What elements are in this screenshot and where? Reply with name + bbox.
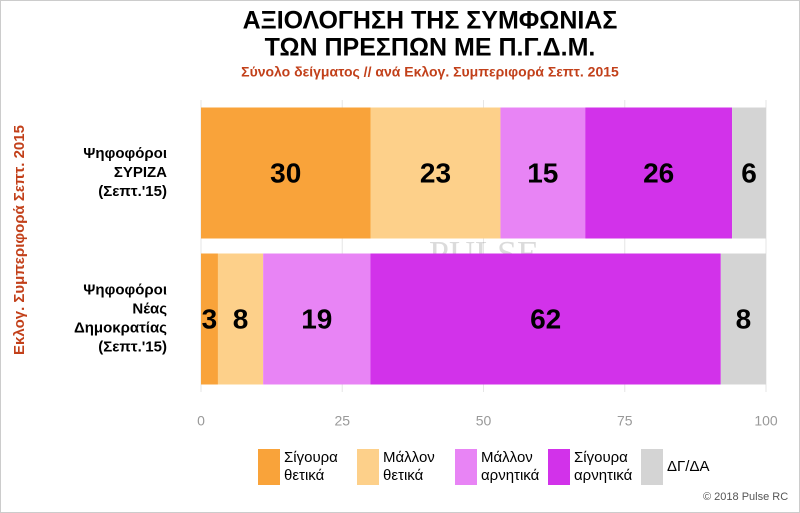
legend-swatch [357, 449, 379, 485]
data-label: 19 [301, 303, 332, 334]
y-tick-label: Ψηφοφόροι [83, 145, 167, 162]
chart-title: ΑΞΙΟΛΟΓΗΣΗ ΤΗΣ ΣΥΜΦΩΝΙΑΣ [243, 7, 618, 35]
data-label: 8 [736, 303, 752, 334]
x-tick-label: 75 [617, 413, 633, 429]
credit: © 2018 Pulse RC [703, 491, 788, 503]
legend-label: Σίγουρα [284, 449, 338, 466]
data-label: 62 [530, 303, 561, 334]
legend-swatch [641, 449, 663, 485]
legend-swatch [455, 449, 477, 485]
data-label: 15 [527, 157, 558, 188]
y-tick-label: (Σεπτ.'15) [98, 183, 167, 200]
data-label: 6 [741, 157, 757, 188]
x-tick-label: 0 [197, 413, 205, 429]
data-label: 8 [233, 303, 249, 334]
legend-label: θετικά [284, 467, 325, 484]
bar-segment [732, 107, 766, 239]
legend-label: αρνητικά [574, 467, 633, 484]
legend-label: θετικά [383, 467, 424, 484]
x-tick-label: 50 [476, 413, 492, 429]
legend-label: Μάλλον [481, 449, 533, 466]
bar-segment [263, 253, 371, 385]
legend-swatch [258, 449, 280, 485]
legend-swatch [548, 449, 570, 485]
x-tick-label: 100 [754, 413, 778, 429]
bar-segment [500, 107, 586, 239]
y-tick-label: Ψηφοφόροι [83, 281, 167, 298]
y-axis-label: Εκλογ. Συμπεριφορά Σεπτ. 2015 [11, 125, 28, 355]
y-tick-label: ΣΥΡΙΖΑ [114, 164, 167, 181]
chart-title: ΤΩΝ ΠΡΕΣΠΩΝ ΜΕ Π.Γ.Δ.Μ. [265, 34, 596, 62]
y-tick-label: Δημοκρατίας [74, 319, 167, 336]
data-label: 23 [420, 157, 451, 188]
legend-label: Μάλλον [383, 449, 435, 466]
bar-segment [217, 253, 264, 385]
legend-label: ΔΓ/ΔΑ [667, 458, 709, 475]
x-tick-label: 25 [334, 413, 350, 429]
bar-segment [720, 253, 766, 385]
bar-segment [585, 107, 733, 239]
bar-segment [201, 253, 218, 385]
legend-label: Σίγουρα [574, 449, 628, 466]
bar-segment [201, 107, 371, 239]
y-tick-label: (Σεπτ.'15) [98, 338, 167, 355]
y-tick-label: Νέας [132, 300, 167, 317]
legend-label: αρνητικά [481, 467, 540, 484]
chart-subtitle: Σύνολο δείγματος // ανά Εκλογ. Συμπεριφο… [241, 64, 619, 80]
data-label: 3 [202, 303, 218, 334]
data-label: 26 [643, 157, 674, 188]
bar-segment [370, 107, 501, 239]
data-label: 30 [270, 157, 301, 188]
bar-segment [370, 253, 721, 385]
